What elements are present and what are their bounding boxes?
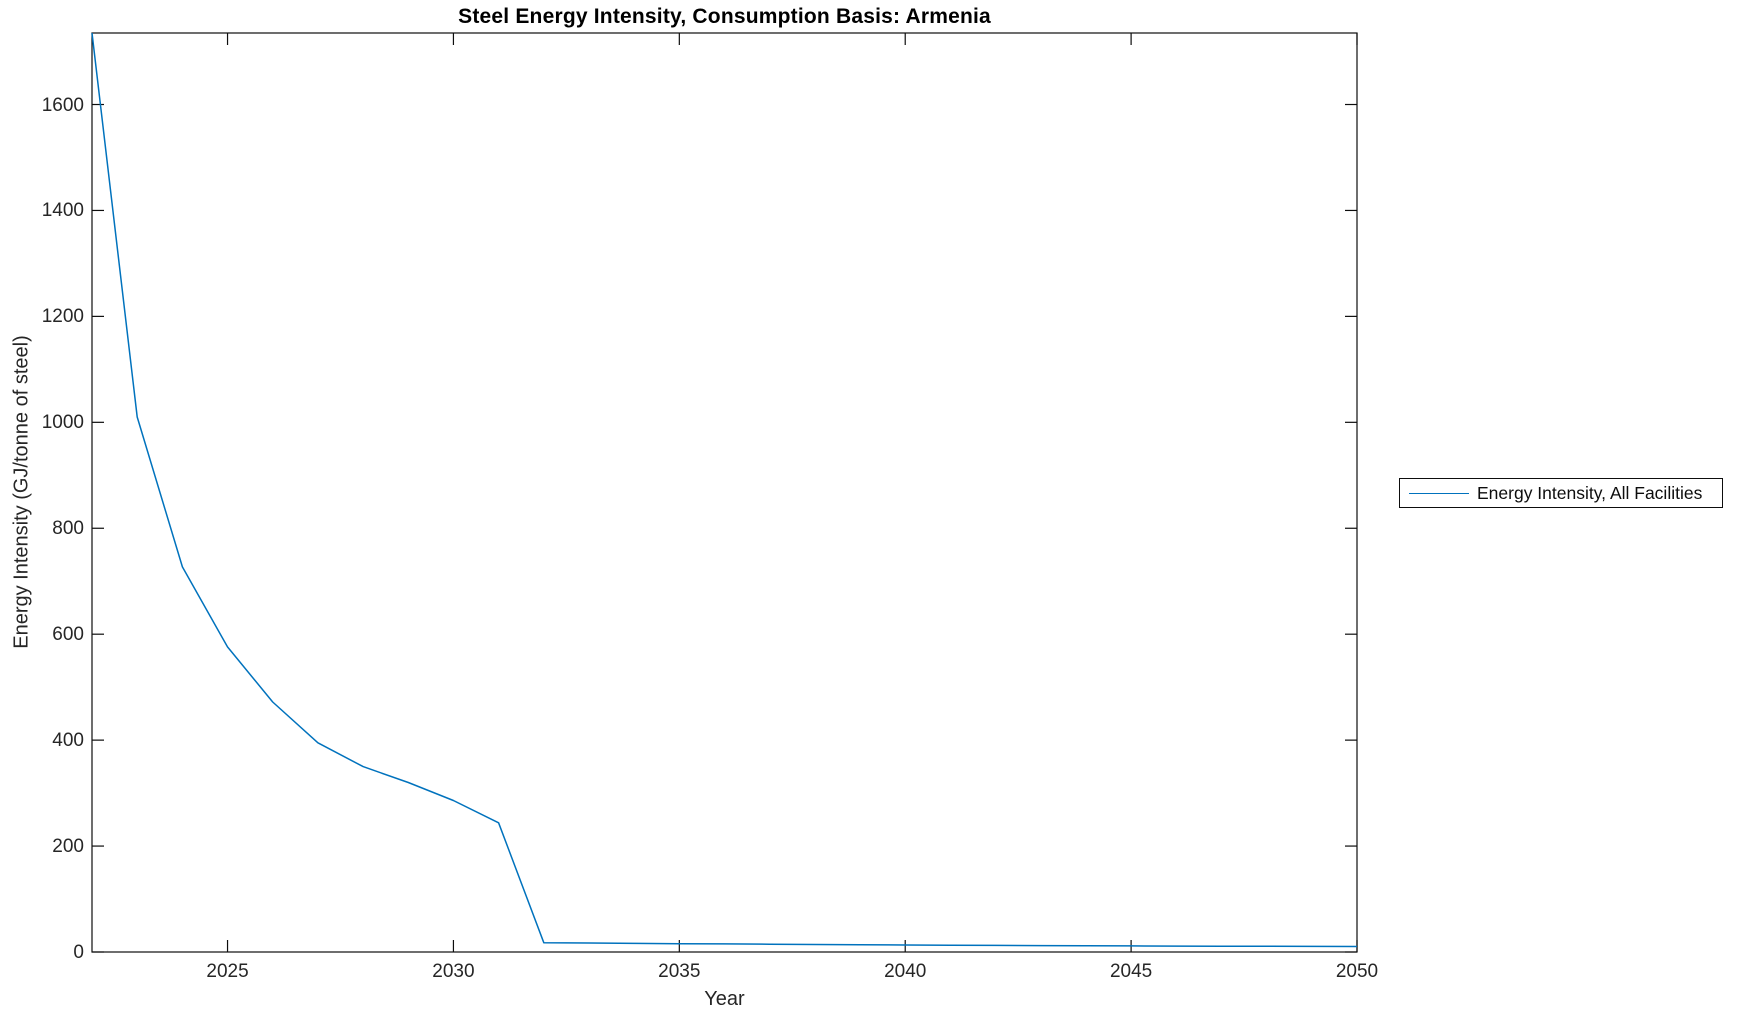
y-tick-label: 1600 <box>41 94 84 116</box>
legend-label: Energy Intensity, All Facilities <box>1477 482 1703 503</box>
x-tick-label: 2030 <box>432 961 475 982</box>
x-tick-label: 2035 <box>658 961 701 982</box>
y-tick-label: 400 <box>52 730 84 752</box>
y-tick-label: 1400 <box>41 200 84 222</box>
data-line <box>91 32 1358 948</box>
y-tick-label: 1000 <box>41 412 84 434</box>
chart-title: Steel Energy Intensity, Consumption Basi… <box>458 5 991 28</box>
y-tick-label: 600 <box>52 624 84 646</box>
x-tick-label: 2045 <box>1109 961 1153 982</box>
x-axis-label: Year <box>704 988 745 1010</box>
y-axis-label: Energy Intensity (GJ/tonne of steel) <box>10 335 33 649</box>
y-tick-label: 0 <box>73 942 84 963</box>
y-tick-label: 800 <box>52 518 84 540</box>
legend: Energy Intensity, All Facilities <box>1399 478 1723 508</box>
x-tick-label: 2040 <box>884 961 927 982</box>
y-tick-label: 1200 <box>41 306 84 328</box>
y-tick-label: 200 <box>52 836 84 858</box>
legend-line-sample <box>1409 492 1469 494</box>
x-tick-label: 2025 <box>206 961 249 982</box>
axis-box <box>91 32 1358 953</box>
x-tick-label: 2050 <box>1335 961 1379 982</box>
